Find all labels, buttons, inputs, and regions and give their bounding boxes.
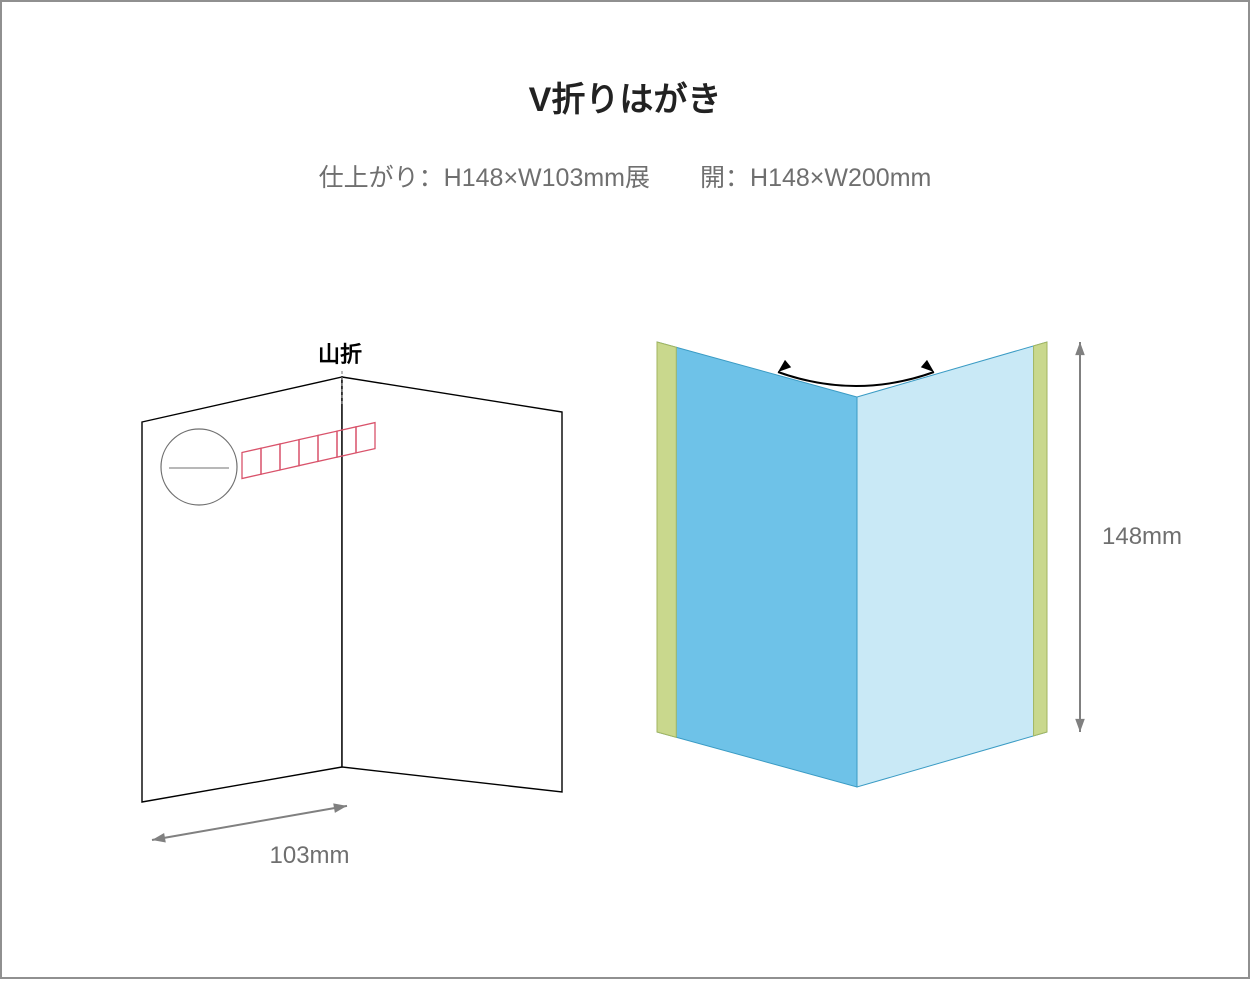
diagram-frame: V折りはがき 仕上がり：H148×W103mm展 開：H148×W200mm 山… [0, 0, 1250, 979]
diagram-svg [2, 2, 1250, 981]
